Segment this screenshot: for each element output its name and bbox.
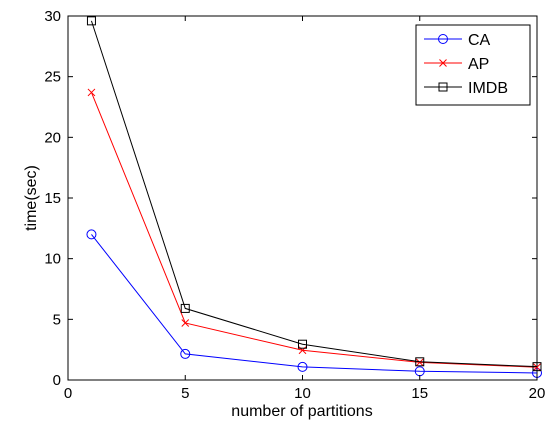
- data-point-ap: [87, 88, 96, 97]
- legend: CA AP IMDB: [415, 24, 531, 106]
- data-point-imdb: [180, 303, 190, 313]
- data-point-imdb: [86, 16, 96, 26]
- data-point-ca: [297, 361, 308, 372]
- y-tick-label: 25: [44, 69, 61, 86]
- legend-entries: CA AP IMDB: [424, 32, 508, 97]
- legend-marker-ap: [439, 59, 447, 67]
- y-axis-label: time(sec): [23, 165, 40, 231]
- y-tick-label: 15: [44, 190, 61, 207]
- x-tick-label: 0: [64, 385, 72, 402]
- data-point-imdb: [415, 357, 425, 367]
- data-point-ca: [86, 229, 97, 240]
- y-tick-label: 30: [44, 8, 61, 25]
- series-line-imdb: [90, 20, 538, 368]
- y-tick-label: 0: [53, 372, 61, 389]
- x-axis-label: number of partitions: [231, 403, 372, 420]
- x-tick-label: 10: [294, 385, 311, 402]
- y-tick-label: 5: [53, 311, 61, 328]
- legend-box: [415, 24, 531, 106]
- data-point-imdb: [298, 339, 307, 349]
- y-tick-label: 20: [44, 129, 61, 146]
- data-point-ap: [533, 363, 541, 372]
- legend-marker-imdb: [438, 82, 448, 92]
- data-point-ca: [180, 348, 191, 359]
- legend-label-ap: AP: [468, 56, 489, 73]
- data-point-ap: [181, 319, 190, 327]
- x-tick-label: 20: [529, 385, 546, 402]
- legend-label-imdb: IMDB: [468, 80, 508, 97]
- y-tick-label: 10: [44, 251, 61, 268]
- legend-label-ca: CA: [468, 32, 491, 49]
- legend-marker-ca: [438, 34, 448, 44]
- data-point-imdb: [532, 362, 542, 372]
- x-tick-label: 5: [181, 385, 189, 402]
- x-tick-label: 15: [411, 385, 428, 402]
- series-line-ca: [91, 234, 538, 374]
- data-point-ap: [415, 358, 424, 367]
- series-layer: [86, 16, 542, 378]
- ticks-layer: 0 5 10 15 20 0 5 10 15 20 25 30: [44, 8, 545, 402]
